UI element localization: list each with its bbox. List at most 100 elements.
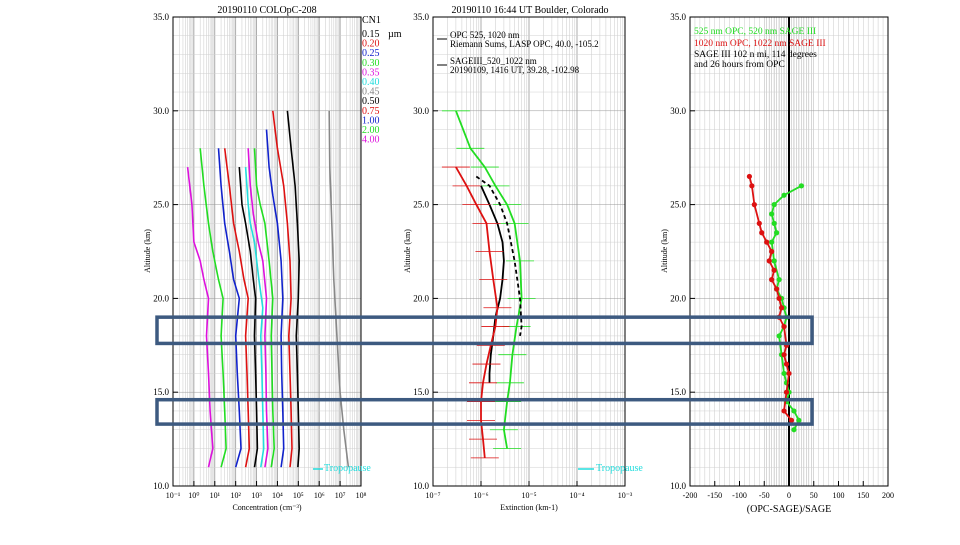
panel2-title: 20190110 16:44 UT Boulder, Colorado <box>451 5 608 16</box>
panel3-ylabel: Altitude (km) <box>660 229 669 273</box>
series-line <box>475 175 523 337</box>
y-tick-label: 10.0 <box>153 481 169 491</box>
y-tick-label: 30.0 <box>413 106 429 116</box>
panel-extinction: 10.015.020.025.030.035.0 10⁻⁷ 10⁻⁶ 10⁻⁵ 10⁻… <box>403 5 643 512</box>
x-tick-label: 10⁻³ <box>618 491 633 500</box>
x-tick-label: 10⁻⁷ <box>425 491 440 500</box>
series-line <box>748 176 793 421</box>
x-tick-label: 10⁶ <box>314 491 325 500</box>
data-point <box>783 389 790 395</box>
data-point <box>783 361 790 367</box>
panel2-grid <box>432 16 625 487</box>
x-tick-label: 10⁷ <box>335 491 346 500</box>
panel2-ylabel: Altitude (km) <box>403 229 412 273</box>
data-point <box>769 277 775 283</box>
data-point <box>781 352 787 358</box>
y-tick-label: 25.0 <box>670 200 686 210</box>
panel2-y-ticks: 10.0 15.0 20.0 25.0 30.0 35.0 <box>413 12 438 491</box>
x-tick-label: 10¹ <box>210 491 221 500</box>
legend-entry: 1020 nm OPC, 1022 nm SAGE III <box>694 39 826 49</box>
legend-entry: OPC 525, 1020 nm <box>450 30 520 40</box>
panel-difference: 10.0 15.0 20.0 25.0 30.0 35.0 -200 -150 -100 -50… <box>660 12 894 515</box>
panel1-y-ticks: 10.0 15.0 20.0 25.0 30.0 35.0 <box>153 12 178 491</box>
data-point <box>771 202 777 208</box>
legend-entry: 0.50 <box>362 96 380 107</box>
y-tick-label: 20.0 <box>670 293 686 303</box>
y-tick-label: 10.0 <box>670 481 686 491</box>
legend-entry: 0.40 <box>362 77 380 88</box>
y-tick-label: 25.0 <box>413 200 429 210</box>
legend-entry: 1.00 <box>362 115 380 126</box>
panel3-xlabel: (OPC-SAGE)/SAGE <box>747 504 831 515</box>
data-point <box>774 230 780 236</box>
panel2-x-ticks: 10⁻⁷ 10⁻⁶ 10⁻⁵ 10⁻⁴ 10⁻³ <box>425 481 633 500</box>
y-tick-label: 15.0 <box>413 387 429 397</box>
data-point <box>759 230 765 236</box>
legend-entry: 20190109, 1416 UT, 39.28, -102.98 <box>450 65 580 75</box>
data-point <box>798 183 804 189</box>
x-tick-label: 10⁻⁵ <box>521 491 536 500</box>
panel2-xlabel: Extinction (km-1) <box>500 503 558 512</box>
x-tick-label: -50 <box>759 491 770 500</box>
x-tick-label: 10⁵ <box>293 491 304 500</box>
panel1-frame <box>172 16 362 487</box>
data-point <box>769 239 775 245</box>
x-tick-label: 10⁸ <box>356 491 367 500</box>
y-tick-label: 35.0 <box>153 12 169 22</box>
panel1-tropopause-label: Tropopause <box>324 463 371 474</box>
legend-entry: and 26 hours from OPC <box>694 59 785 70</box>
panel3-legend: 525 nm OPC, 520 nm SAGE III 1020 nm OPC, … <box>694 27 826 70</box>
data-point <box>776 295 782 301</box>
panel2-tropopause-label: Tropopause <box>596 463 643 474</box>
y-tick-label: 20.0 <box>413 293 429 303</box>
data-point <box>791 408 797 414</box>
y-tick-label: 35.0 <box>670 12 686 22</box>
x-tick-label: 100 <box>833 491 845 500</box>
panel1-xlabel: Concentration (cm⁻³) <box>232 503 301 512</box>
panel3-y-ticks: 10.0 15.0 20.0 25.0 30.0 35.0 <box>670 12 695 491</box>
legend-entry: 0.20 <box>362 39 380 50</box>
panel-concentration: 10.015.020.025.030.035.0 10⁻¹ 10⁰ 10¹ 10² 10… <box>143 5 402 512</box>
legend-entry: Riemann Sums, LASP OPC, 40.0, -105.2 <box>450 39 599 49</box>
x-tick-label: -200 <box>683 491 698 500</box>
x-tick-label: 150 <box>857 491 869 500</box>
y-tick-label: 20.0 <box>153 293 169 303</box>
x-tick-label: -100 <box>732 491 747 500</box>
legend-entry: 4.00 <box>362 135 380 146</box>
panel3-x-ticks: -200 -150 -100 -50 0 50 100 150 200 <box>683 481 894 500</box>
data-point <box>771 220 777 226</box>
x-tick-label: 10⁻⁴ <box>569 491 584 500</box>
panel3-series <box>746 17 804 486</box>
panel1-ylabel: Altitude (km) <box>143 229 152 273</box>
x-tick-label: 10⁰ <box>188 491 199 500</box>
x-tick-label: 10⁻⁶ <box>473 491 488 500</box>
x-tick-label: 200 <box>882 491 894 500</box>
series-line <box>328 110 350 468</box>
y-tick-label: 30.0 <box>153 106 169 116</box>
y-tick-label: 35.0 <box>413 12 429 22</box>
highlight-box <box>155 315 814 346</box>
data-point <box>774 286 780 292</box>
y-tick-label: 10.0 <box>413 481 429 491</box>
x-tick-label: 10² <box>230 491 241 500</box>
x-tick-label: 10³ <box>251 491 262 500</box>
panel1-legend: CN1 µm 0.150.200.250.300.350.400.450.500… <box>362 15 402 146</box>
data-point <box>764 239 770 245</box>
series-line <box>480 185 505 383</box>
data-point <box>776 277 782 283</box>
legend-unit: µm <box>388 29 402 40</box>
highlight-boxes <box>155 315 814 426</box>
data-point <box>796 417 802 423</box>
data-point <box>749 183 755 189</box>
data-point <box>756 220 762 226</box>
data-point <box>746 173 753 180</box>
legend-entry: 0.45 <box>362 87 380 98</box>
data-point <box>766 258 772 264</box>
legend-entry: 0.25 <box>362 48 380 59</box>
y-tick-label: 15.0 <box>153 387 169 397</box>
legend-entry: SAGEIII_520_1022 nm <box>450 56 537 66</box>
x-tick-label: 0 <box>787 491 791 500</box>
legend-entry: 0.35 <box>362 67 380 78</box>
